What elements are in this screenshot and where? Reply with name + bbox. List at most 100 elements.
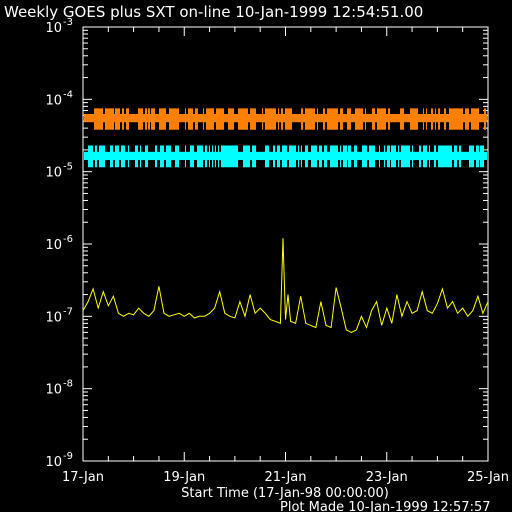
band-bar — [340, 108, 343, 130]
band-bar — [88, 145, 91, 168]
band-bar — [407, 145, 410, 168]
band-bar — [278, 108, 279, 130]
band-bar — [377, 108, 378, 130]
band-bar — [449, 145, 452, 168]
band-bar — [362, 145, 366, 168]
band-bar — [461, 108, 462, 130]
band-bar — [273, 145, 275, 168]
band-bar — [272, 108, 276, 130]
band-bar — [151, 108, 155, 130]
x-tick-label: 23-Jan — [366, 470, 408, 485]
band-bar — [175, 145, 179, 168]
band-bar — [456, 108, 458, 130]
band-bar — [438, 145, 439, 168]
band-bar — [405, 145, 407, 168]
band-bar — [291, 108, 292, 130]
band-bar — [232, 145, 234, 168]
band-bar — [398, 145, 399, 168]
band-bar — [216, 108, 220, 130]
band-bar — [109, 108, 111, 130]
band-bar — [94, 108, 96, 130]
band-bar — [445, 145, 449, 168]
band-bar — [458, 108, 461, 130]
band-bar — [434, 145, 436, 168]
band-bar — [126, 108, 129, 130]
y-tick-exponent: -4 — [63, 89, 73, 100]
band-bar — [225, 145, 229, 168]
band-bar — [113, 108, 114, 130]
band-bar — [203, 108, 204, 130]
band-bar — [244, 108, 248, 130]
band-bar — [197, 145, 201, 168]
x-tick-label: 19-Jan — [163, 470, 205, 485]
band-bar — [238, 108, 241, 130]
band-bar — [243, 145, 246, 168]
band-bar — [423, 108, 424, 130]
band-bar — [188, 108, 190, 130]
band-bar — [423, 145, 427, 168]
band-bar — [148, 108, 150, 130]
band-bar — [169, 108, 173, 130]
x-axis: 17-Jan 19-Jan 21-Jan 23-Jan 25-Jan — [62, 27, 509, 485]
x-tick-label: 21-Jan — [265, 470, 307, 485]
band-bar — [224, 145, 225, 168]
band-bar — [369, 145, 371, 168]
series-1 — [84, 145, 487, 168]
band-bar — [268, 108, 271, 130]
band-bar — [160, 145, 164, 168]
band-bar — [162, 108, 166, 130]
band-bar — [393, 145, 396, 168]
band-bar — [205, 145, 207, 168]
y-tick-label: 10 — [45, 21, 62, 36]
band-bar — [209, 145, 210, 168]
band-bar — [348, 145, 351, 168]
band-bar — [311, 108, 315, 130]
band-bar — [383, 108, 386, 130]
band-bar — [101, 145, 105, 168]
band-bar — [141, 108, 143, 130]
band-bar — [429, 145, 430, 168]
band-bar — [268, 145, 269, 168]
band-bar — [439, 145, 441, 168]
y-tick-exponent: -3 — [63, 17, 73, 28]
band-bar — [476, 108, 479, 130]
band-bar — [347, 108, 349, 130]
chart-title: Weekly GOES plus SXT on-line 10-Jan-1999… — [4, 3, 423, 21]
band-bar — [286, 145, 287, 168]
band-bar — [379, 145, 380, 168]
band-bar — [413, 108, 415, 130]
band-bar — [305, 145, 307, 168]
series-0 — [84, 108, 487, 130]
band-bar — [327, 108, 331, 130]
band-bar — [99, 108, 101, 130]
band-bar — [404, 145, 405, 168]
band-bar — [265, 145, 266, 168]
band-bar — [267, 145, 268, 168]
band-bar — [366, 145, 367, 168]
band-bar — [410, 108, 413, 130]
band-bar — [307, 108, 311, 130]
band-bar — [97, 108, 99, 130]
band-bar — [316, 145, 317, 168]
band-bar — [459, 145, 461, 168]
band-bar — [91, 145, 93, 168]
band-bar — [122, 108, 124, 130]
y-tick-exponent: -9 — [63, 451, 73, 462]
band-bar — [201, 145, 203, 168]
band-bar — [438, 108, 440, 130]
band-bar — [228, 108, 230, 130]
band-bar — [324, 145, 327, 168]
band-bar — [371, 145, 375, 168]
band-bar — [138, 108, 141, 130]
x-tick-label: 25-Jan — [467, 470, 509, 485]
band-bar — [190, 145, 194, 168]
band-bar — [465, 108, 469, 130]
band-bar — [355, 108, 359, 130]
band-bar — [210, 108, 212, 130]
band-bar — [195, 108, 198, 130]
band-bar — [452, 108, 456, 130]
band-bar — [99, 145, 101, 168]
band-bar — [252, 145, 256, 168]
band-bar — [301, 108, 303, 130]
